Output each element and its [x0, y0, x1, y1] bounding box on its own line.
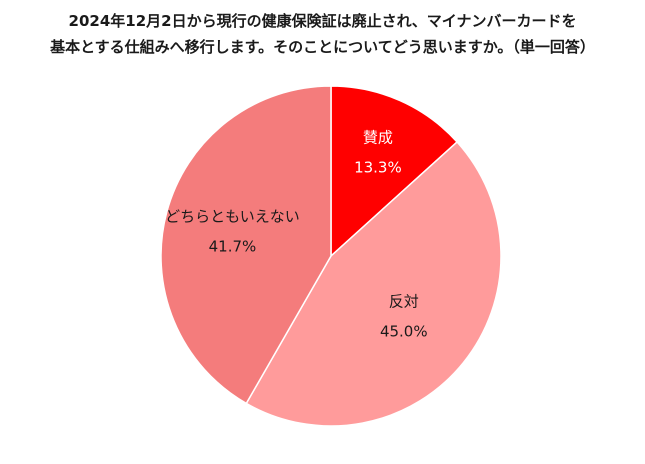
title-line-1: 2024年12月2日から現行の健康保険証は廃止され、マイナンバーカードを	[68, 12, 577, 30]
slice-value-label: 13.3%	[354, 158, 402, 176]
chart-title: 2024年12月2日から現行の健康保険証は廃止され、マイナンバーカードを 基本と…	[0, 8, 645, 60]
pie-slice	[330, 85, 459, 258]
slice-value-label: 45.0%	[380, 323, 428, 341]
pie-slice	[245, 140, 502, 427]
slice-value-label: 41.7%	[209, 238, 257, 256]
title-line-2: 基本とする仕組みへ移行します。そのことについてどう思いますか。（単一回答）	[50, 38, 595, 56]
slice-category-label: 反対	[389, 293, 419, 311]
slice-category-label: 賛成	[363, 128, 393, 146]
slice-category-label: どちらともいえない	[165, 208, 300, 226]
pie-slice	[160, 85, 332, 405]
